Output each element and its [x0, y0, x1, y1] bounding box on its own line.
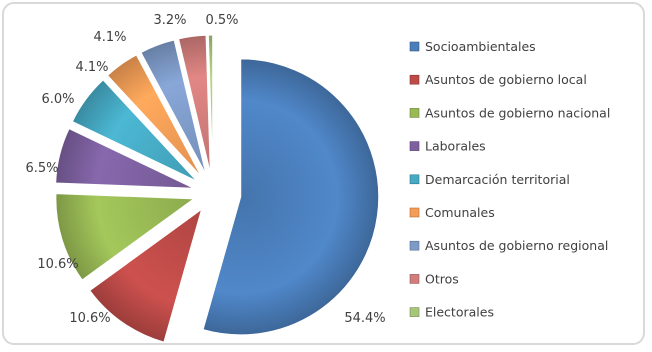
legend-swatch-asuntos-de-gobierno-local	[409, 74, 420, 85]
pct-label-electorales: 0.5%	[205, 13, 238, 28]
legend-label-asuntos-de-gobierno-regional: Asuntos de gobierno regional	[425, 238, 608, 253]
pct-label-comunales: 4.1%	[75, 60, 108, 75]
legend: Socioambientales Asuntos de gobierno loca…	[409, 39, 610, 320]
pct-label-demarcacion-territorial: 6.0%	[41, 92, 74, 107]
pie-slice-comunales	[106, 54, 202, 178]
pie-slice-socioambientales	[202, 58, 380, 336]
pie-slice-demarcacion-territorial	[71, 79, 198, 182]
legend-swatch-comunales	[409, 207, 420, 218]
pct-label-otros: 3.2%	[153, 13, 186, 28]
legend-label-electorales: Electorales	[425, 305, 494, 320]
legend-swatch-demarcacion-territorial	[409, 174, 420, 185]
legend-swatch-asuntos-de-gobierno-regional	[409, 240, 420, 251]
legend-label-asuntos-de-gobierno-local: Asuntos de gobierno local	[425, 72, 587, 87]
pie-slice-asuntos-de-gobierno-local	[89, 208, 203, 343]
legend-swatch-socioambientales	[409, 41, 420, 52]
pie-slice-electorales	[207, 34, 214, 174]
legend-label-laborales: Laborales	[425, 139, 486, 154]
pie-slice-laborales	[55, 128, 194, 189]
legend-label-socioambientales: Socioambientales	[425, 39, 536, 54]
pct-label-socioambientales: 54.4%	[344, 311, 385, 326]
legend-label-demarcacion-territorial: Demarcación territorial	[425, 172, 570, 187]
pie-percent-labels: 54.4% 10.6% 10.6% 6.5% 6.0% 4.1% 4.1% 3.2% 0.5%	[25, 13, 385, 326]
legend-swatch-otros	[409, 274, 420, 284]
pct-label-asuntos-de-gobierno-nacional: 10.6%	[37, 257, 78, 272]
legend-swatch-laborales	[409, 141, 420, 151]
pie-slice-asuntos-de-gobierno-nacional	[55, 193, 196, 281]
pct-label-laborales: 6.5%	[25, 161, 58, 176]
legend-swatch-electorales	[409, 307, 420, 317]
pie-slice-asuntos-de-gobierno-regional	[140, 39, 207, 175]
pct-label-asuntos-de-gobierno-local: 10.6%	[69, 311, 110, 326]
legend-label-otros: Otros	[425, 271, 459, 286]
pct-label-asuntos-de-gobierno-regional: 4.1%	[93, 30, 126, 45]
pie-slice-otros	[177, 34, 211, 174]
legend-swatch-asuntos-de-gobierno-nacional	[409, 108, 420, 118]
legend-label-asuntos-de-gobierno-nacional: Asuntos de gobierno nacional	[425, 105, 610, 120]
pie-slices	[55, 34, 380, 343]
legend-label-comunales: Comunales	[425, 205, 495, 220]
